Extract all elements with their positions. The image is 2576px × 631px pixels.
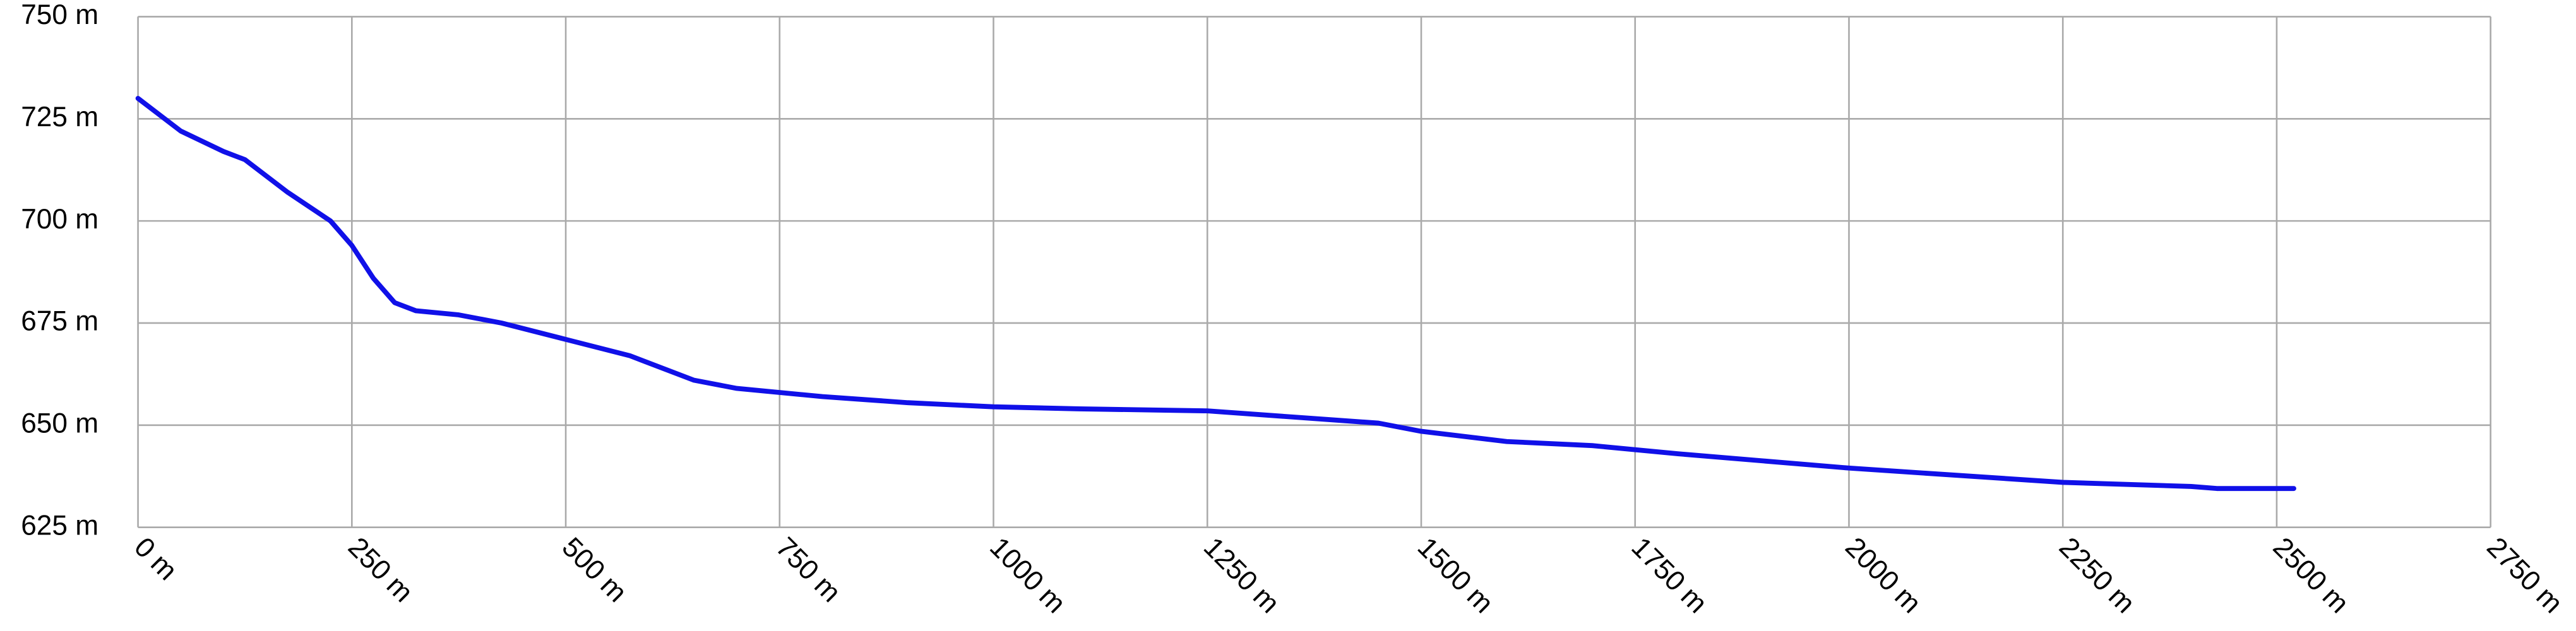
elevation-line xyxy=(135,96,2296,492)
x-tick-label: 2250 m xyxy=(2053,531,2141,619)
y-tick-label: 750 m xyxy=(21,0,98,30)
x-tick-label: 2500 m xyxy=(2267,531,2355,619)
x-tick-label: 1500 m xyxy=(1412,531,1500,619)
y-tick-label: 625 m xyxy=(21,510,98,541)
x-tick-label: 2000 m xyxy=(1839,531,1927,619)
y-tick-label: 650 m xyxy=(21,408,98,439)
x-tick-label: 0 m xyxy=(128,531,183,586)
y-tick-label: 675 m xyxy=(21,306,98,337)
x-tick-label: 250 m xyxy=(342,531,419,608)
y-tick-label: 700 m xyxy=(21,204,98,235)
x-tick-label: 750 m xyxy=(770,531,847,608)
x-tick-label: 1000 m xyxy=(984,531,1071,619)
x-tick-label: 2750 m xyxy=(2481,531,2568,619)
x-tick-label: 1750 m xyxy=(1625,531,1713,619)
y-tick-label: 725 m xyxy=(21,102,98,133)
x-tick-label: 500 m xyxy=(556,531,633,608)
x-tick-label: 1250 m xyxy=(1198,531,1285,619)
